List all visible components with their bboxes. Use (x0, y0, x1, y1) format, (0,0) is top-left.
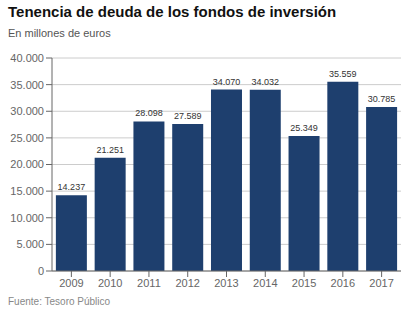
svg-text:2013: 2013 (214, 277, 238, 289)
svg-text:27.589: 27.589 (174, 111, 202, 121)
html-text:Tenencia de deuda de los fondo: Tenencia de deuda de los fondos de inver… (8, 3, 337, 20)
svg-text:14.237: 14.237 (58, 182, 86, 192)
svg-text:30.000: 30.000 (10, 105, 44, 117)
svg-text:2010: 2010 (98, 277, 122, 289)
svg-text:34.070: 34.070 (213, 77, 241, 87)
html-text:Fuente: Tesoro Público: Fuente: Tesoro Público (8, 296, 111, 307)
svg-text:2014: 2014 (253, 277, 277, 289)
svg-text:2011: 2011 (137, 277, 161, 289)
svg-text:34.032: 34.032 (252, 77, 280, 87)
svg-text:0: 0 (38, 265, 44, 277)
svg-text:35.000: 35.000 (10, 79, 44, 91)
svg-text:15.000: 15.000 (10, 185, 44, 197)
svg-text:5.000: 5.000 (16, 238, 44, 250)
svg-text:10.000: 10.000 (10, 212, 44, 224)
svg-text:2017: 2017 (369, 277, 393, 289)
html-text:En millones de euros: En millones de euros (8, 27, 111, 39)
svg-text:30.785: 30.785 (368, 94, 396, 104)
svg-text:21.251: 21.251 (96, 145, 124, 155)
svg-text:28.098: 28.098 (135, 108, 163, 118)
svg-text:2009: 2009 (59, 277, 83, 289)
svg-text:40.000: 40.000 (10, 52, 44, 64)
svg-text:2015: 2015 (292, 277, 316, 289)
svg-text:25.000: 25.000 (10, 132, 44, 144)
svg-text:2012: 2012 (175, 277, 199, 289)
svg-text:20.000: 20.000 (10, 158, 44, 170)
svg-text:2016: 2016 (331, 277, 355, 289)
svg-text:25.349: 25.349 (290, 123, 318, 133)
svg-text:35.559: 35.559 (329, 69, 357, 79)
